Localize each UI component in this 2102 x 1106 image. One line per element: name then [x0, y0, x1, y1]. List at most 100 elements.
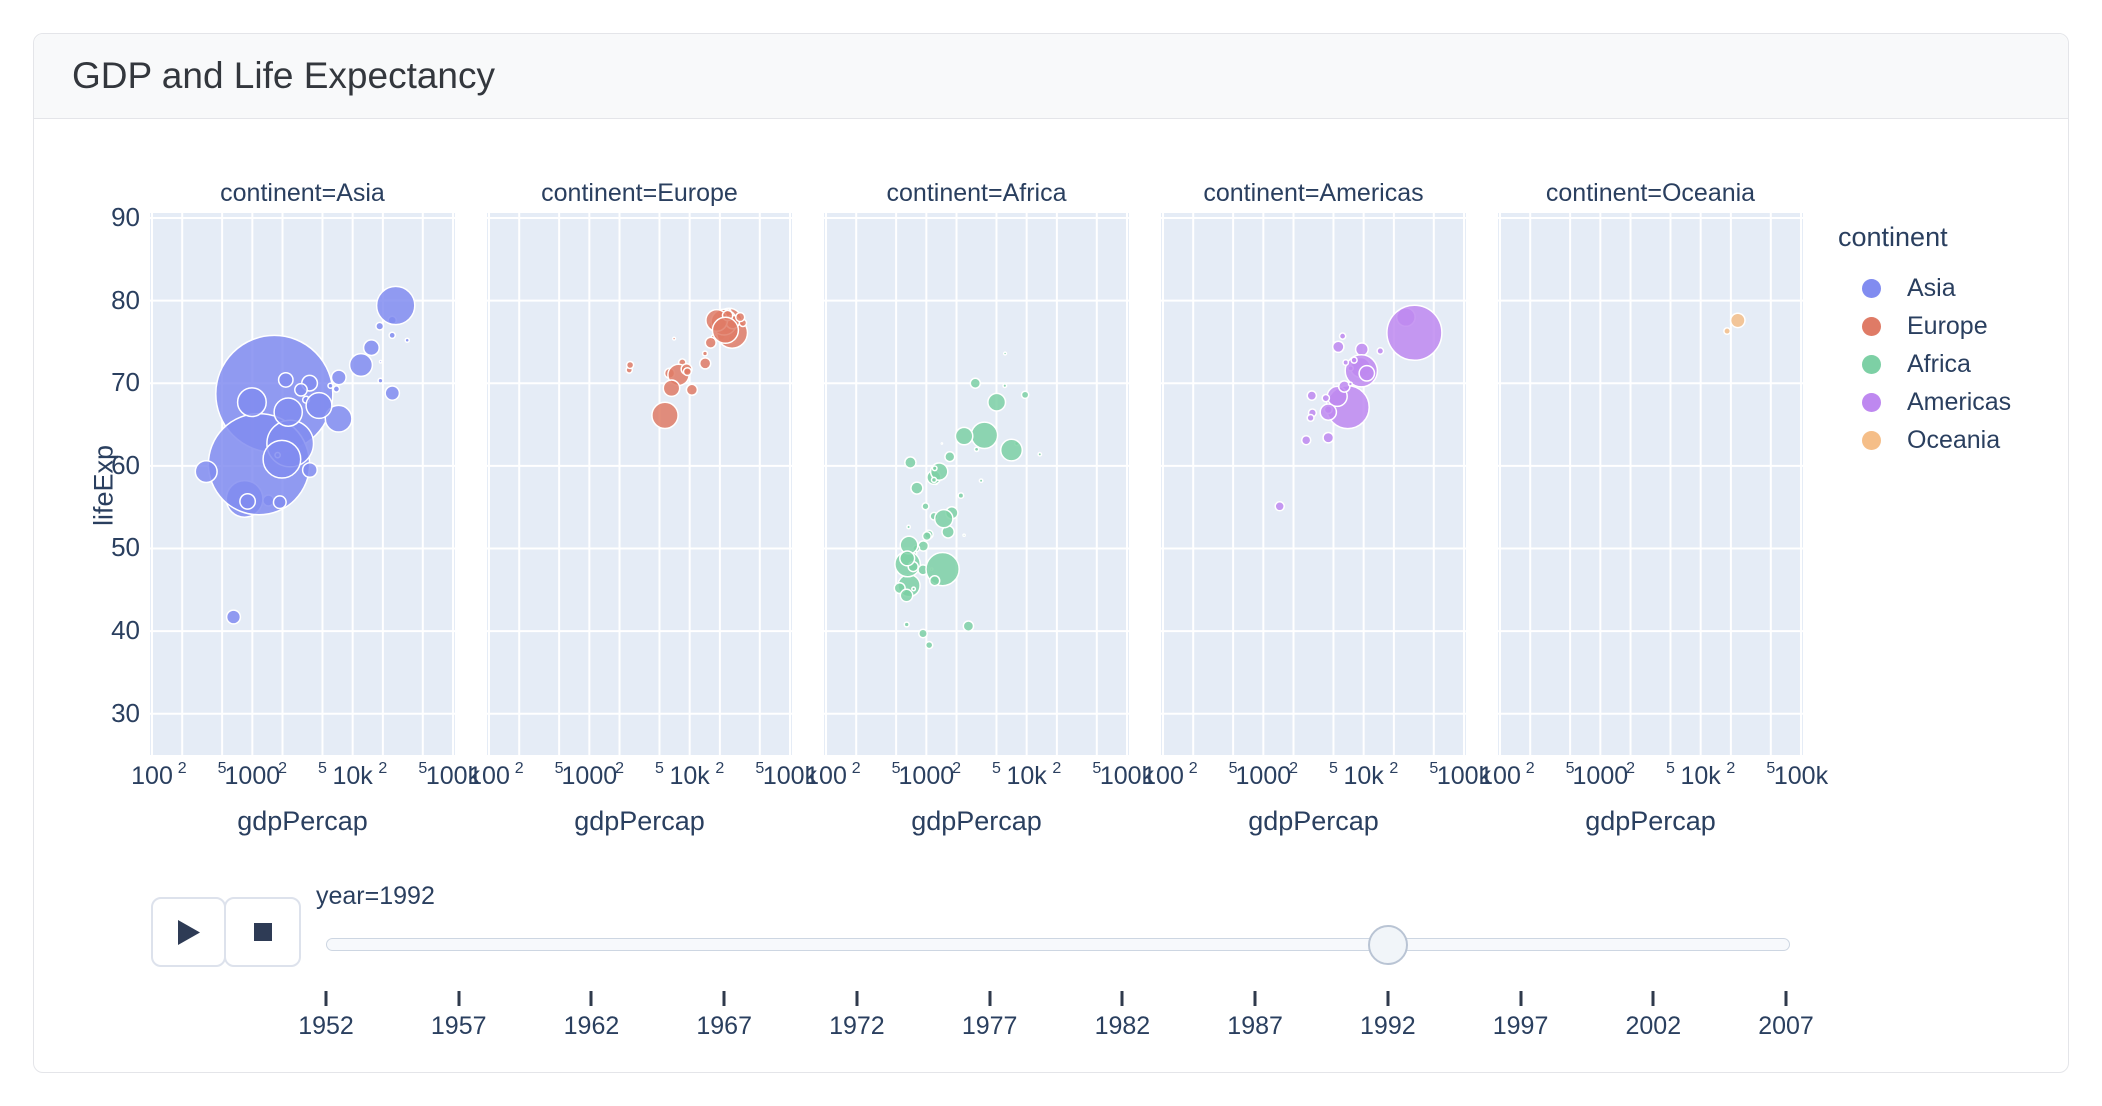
slider-tick [1253, 991, 1257, 1006]
legend-item-europe[interactable]: Europe [1838, 307, 2011, 345]
plot-background [487, 213, 792, 755]
x-tick-label: 1000 [1235, 762, 1292, 790]
legend-color-dot [1862, 392, 1881, 412]
bubble-guinea [921, 531, 932, 542]
x-tick-label: 10k [332, 762, 373, 790]
legend-item-africa[interactable]: Africa [1838, 345, 2011, 383]
x-axis-title: gdpPercap [237, 806, 368, 836]
stop-button[interactable] [224, 897, 301, 967]
x-minor-tick-label: 2 [1525, 760, 1535, 777]
slider-tick [1386, 991, 1390, 1006]
play-button[interactable] [151, 897, 226, 967]
x-minor-tick-label: 2 [1188, 760, 1198, 777]
facet-title-oceania: continent=Oceania [1545, 179, 1756, 207]
x-tick-label: 100 [1142, 762, 1184, 790]
bubble-guinea-bissau [911, 586, 917, 592]
bubble-yemen-rep- [272, 495, 287, 510]
x-minor-tick-label: 5 [217, 760, 227, 777]
legend-item-label: Africa [1907, 349, 1971, 378]
x-minor-tick-label: 5 [891, 760, 901, 777]
legend-item-label: Americas [1907, 387, 2012, 416]
slider-step-1967[interactable]: 1967 [696, 1012, 752, 1040]
stop-icon [253, 923, 272, 941]
legend-item-label: Oceania [1907, 425, 2001, 454]
slider-tick [988, 991, 992, 1006]
legend-item-americas[interactable]: Americas [1838, 383, 2011, 421]
bubble-bahrain [378, 359, 383, 364]
bubble-korea-rep- [348, 352, 374, 378]
bubble-philippines [273, 397, 304, 427]
x-tick-label: 10k [1343, 762, 1384, 790]
bubble-switzerland [734, 311, 746, 323]
facet-title-africa: continent=Africa [886, 179, 1067, 207]
slider-step-1952[interactable]: 1952 [298, 1012, 354, 1040]
x-tick-label: 100 [805, 762, 847, 790]
facet-title-americas: continent=Americas [1203, 179, 1424, 207]
bubble-djibouti [962, 533, 966, 538]
bubble-nepal [239, 492, 257, 510]
bubble-costa-rica [1338, 332, 1347, 340]
bubble-singapore [388, 331, 397, 340]
bubble-lesotho [931, 465, 938, 472]
x-tick-label: 1000 [1572, 762, 1629, 790]
facet-title-europe: continent=Europe [541, 179, 738, 207]
x-minor-tick-label: 2 [615, 760, 624, 777]
bubble-sri-lanka [277, 371, 294, 388]
y-tick-label: 30 [111, 697, 140, 728]
bubble-senegal [944, 451, 956, 463]
play-icon [177, 919, 200, 945]
slider-step-1997[interactable]: 1997 [1492, 1012, 1549, 1040]
slider-step-1987[interactable]: 1987 [1227, 1012, 1283, 1040]
legend-title: continent [1838, 222, 1948, 252]
bubble-myanmar [194, 459, 218, 484]
slider-tick [1651, 991, 1655, 1006]
slider-step-1992[interactable]: 1992 [1360, 1012, 1416, 1040]
bubble-romania [662, 379, 681, 398]
bubble-japan [375, 285, 416, 326]
slider-step-1982[interactable]: 1982 [1094, 1012, 1151, 1040]
x-tick-label: 100k [1436, 762, 1492, 790]
bubble-mozambique [899, 588, 914, 603]
facet-title-asia: continent=Asia [220, 179, 385, 207]
bubble-thailand [305, 391, 333, 420]
bubble-chile [1354, 342, 1369, 357]
plot-background [824, 213, 1129, 755]
legend-item-label: Europe [1907, 311, 1988, 340]
x-tick-label: 100k [762, 762, 818, 790]
x-minor-tick-label: 5 [1228, 760, 1238, 777]
x-minor-tick-label: 5 [655, 760, 664, 777]
slider-tick [457, 991, 461, 1006]
x-minor-tick-label: 5 [418, 760, 428, 777]
bubble-morocco [954, 426, 974, 446]
x-tick-label: 100k [1773, 762, 1829, 790]
x-minor-tick-label: 2 [1052, 760, 1062, 777]
x-tick-label: 1000 [898, 762, 955, 790]
slider-step-2002[interactable]: 2002 [1625, 1012, 1682, 1040]
year-slider-handle[interactable] [1367, 925, 1408, 965]
x-axis-title: gdpPercap [911, 806, 1042, 836]
bubble-bosnia-and-herzegovina [625, 360, 635, 370]
x-minor-tick-label: 5 [554, 760, 564, 777]
legend-item-asia[interactable]: Asia [1838, 269, 2011, 307]
x-minor-tick-label: 5 [1429, 760, 1439, 777]
slider-step-1962[interactable]: 1962 [563, 1012, 620, 1040]
bubble-afghanistan [225, 609, 242, 625]
bubble-trinidad-and-tobago [1347, 381, 1354, 387]
bubble-united-states [1386, 304, 1443, 362]
year-slider-track[interactable] [326, 938, 1790, 951]
slider-tick [324, 991, 328, 1006]
bubble-congo-rep- [957, 492, 965, 500]
legend-item-oceania[interactable]: Oceania [1838, 421, 2011, 459]
bubble-montenegro [671, 336, 677, 341]
slider-step-1972[interactable]: 1972 [829, 1012, 885, 1040]
bubble-reunion [1002, 351, 1008, 356]
bubble-sierra-leone [924, 640, 934, 650]
x-axis-title: gdpPercap [1585, 806, 1716, 836]
slider-step-1957[interactable]: 1957 [430, 1012, 487, 1040]
x-minor-tick-label: 2 [851, 760, 861, 777]
bubble-paraguay [1321, 393, 1331, 403]
slider-step-1977[interactable]: 1977 [961, 1012, 1018, 1040]
slider-step-2007[interactable]: 2007 [1758, 1012, 1814, 1040]
bubble-libya [1020, 390, 1030, 400]
